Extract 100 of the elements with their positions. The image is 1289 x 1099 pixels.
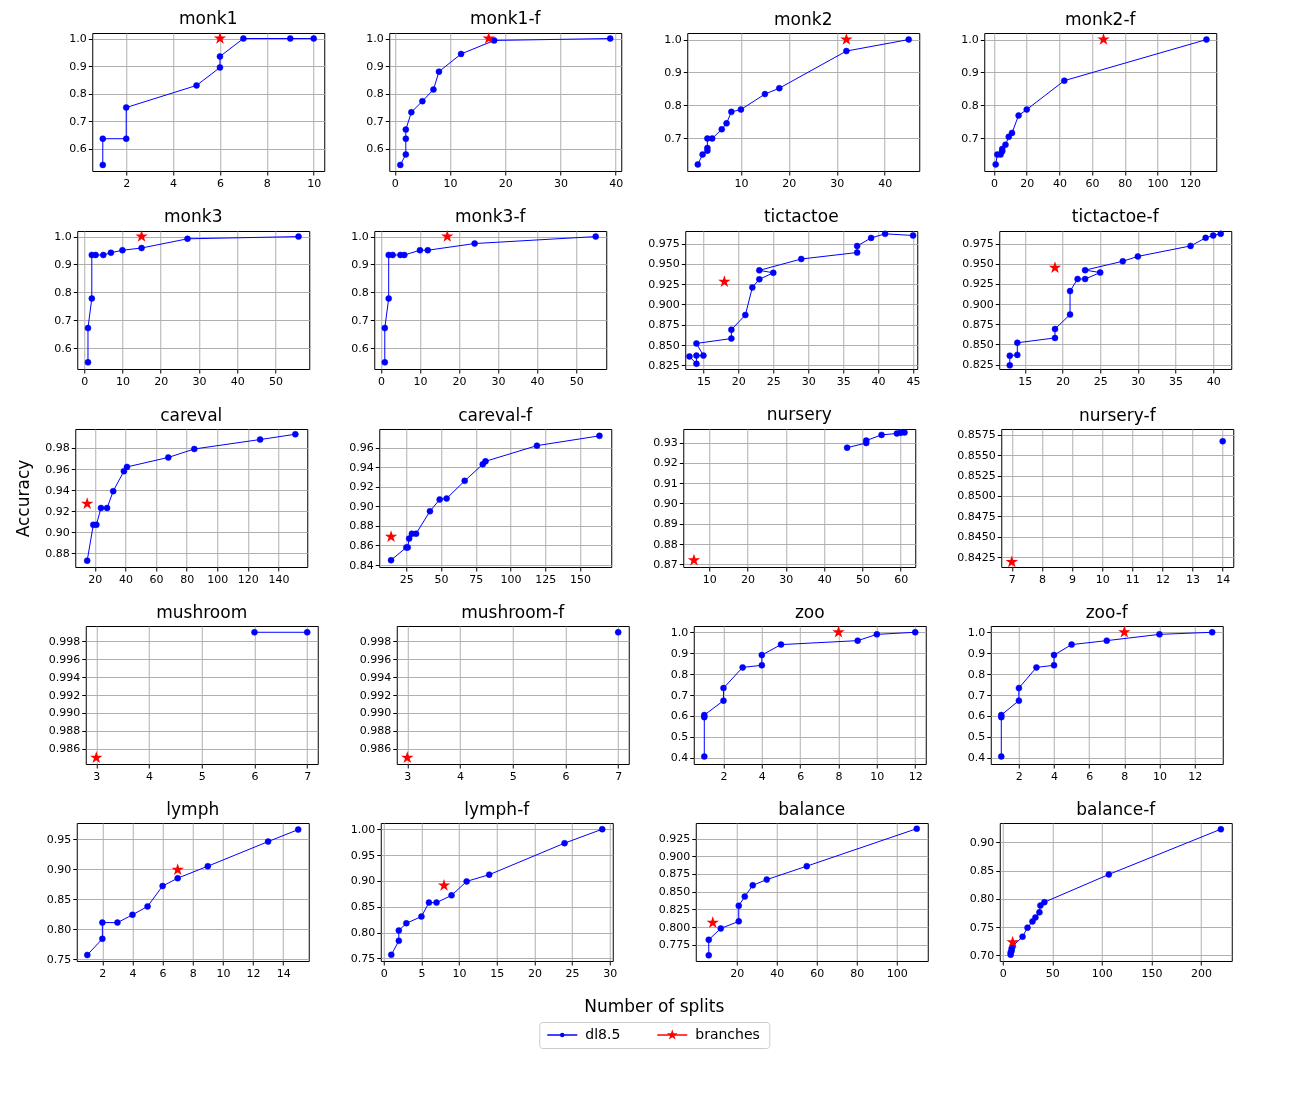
y-tick-label: 0.992 [359, 688, 392, 702]
x-tick-label: 20 [88, 572, 103, 586]
y-tick-label: 0.998 [359, 634, 392, 648]
y-tick-label: 0.85 [350, 900, 376, 914]
x-tick-label: 20 [731, 374, 746, 388]
x-tick-label: 20 [1056, 374, 1071, 388]
chart-title: balance-f [1076, 799, 1157, 819]
y-tick-label: 0.8 [961, 98, 979, 112]
x-tick-label: 11 [1125, 572, 1140, 586]
y-tick-label: 0.8 [664, 98, 682, 112]
y-tick-label: 0.850 [658, 885, 691, 899]
chart-title: lymph [166, 799, 220, 819]
x-tick-label: 5 [509, 769, 517, 783]
x-tick-label: 40 [871, 374, 886, 388]
y-tick-label: 0.8 [351, 285, 369, 299]
y-tick-label: 0.7 [967, 688, 986, 702]
y-tick-label: 0.825 [962, 358, 994, 372]
y-tick-label: 0.9 [664, 65, 682, 79]
y-tick-label: 0.4 [967, 751, 986, 765]
x-tick-label: 40 [609, 176, 624, 190]
y-tick-label: 0.9 [967, 646, 986, 660]
x-tick-label: 30 [779, 572, 794, 586]
x-tick-label: 40 [530, 374, 545, 388]
x-tick-label: 4 [146, 769, 154, 783]
x-tick-label: 0 [380, 966, 388, 980]
y-tick-label: 0.75 [350, 951, 376, 965]
y-tick-label: 0.6 [69, 142, 87, 156]
x-tick-label: 8 [835, 769, 843, 783]
x-tick-label: 125 [535, 572, 557, 586]
x-tick-label: 13 [1186, 572, 1201, 586]
x-tick-label: 10 [413, 374, 428, 388]
x-tick-label: 12 [246, 966, 261, 980]
x-tick-label: 50 [1045, 966, 1060, 980]
y-tick-label: 1.0 [69, 32, 87, 46]
y-tick-label: 0.90 [653, 496, 678, 510]
x-tick-label: 30 [830, 176, 845, 190]
chart-title: mushroom [156, 602, 248, 622]
y-tick-label: 0.900 [962, 297, 994, 311]
y-tick-label: 0.996 [359, 652, 392, 666]
x-tick-label: 6 [216, 176, 224, 190]
y-tick-label: 0.70 [969, 948, 995, 962]
x-tick-label: 45 [906, 374, 921, 388]
chart-title: tictactoe [763, 205, 839, 226]
x-tick-label: 150 [569, 572, 591, 586]
y-tick-label: 0.8 [670, 667, 689, 681]
y-tick-label: 1.0 [366, 32, 384, 46]
x-tick-label: 50 [569, 374, 584, 388]
y-tick-label: 0.85 [46, 892, 72, 906]
y-tick-label: 0.7 [664, 131, 682, 145]
x-tick-label: 20 [730, 966, 745, 980]
y-tick-label: 0.9 [54, 257, 72, 271]
x-tick-label: 4 [129, 966, 137, 980]
chart-title: balance [778, 799, 846, 819]
y-tick-label: 0.990 [48, 706, 81, 720]
y-tick-label: 0.75 [46, 952, 72, 966]
y-tick-label: 0.85 [969, 864, 995, 878]
y-tick-label: 0.90 [45, 525, 70, 539]
y-tick-label: 0.6 [54, 341, 72, 355]
y-tick-label: 0.89 [653, 517, 678, 531]
y-tick-label: 0.950 [962, 257, 994, 271]
y-tick-label: 0.925 [648, 277, 680, 291]
y-tick-label: 0.986 [359, 742, 392, 756]
y-tick-label: 0.986 [48, 742, 81, 756]
x-tick-label: 0 [999, 966, 1007, 980]
y-tick-label: 0.90 [349, 499, 374, 513]
chart-title: tictactoe-f [1071, 205, 1160, 226]
y-tick-label: 0.8475 [957, 509, 996, 523]
y-tick-label: 0.98 [45, 441, 70, 455]
x-tick-label: 60 [149, 572, 164, 586]
y-tick-label: 0.7 [670, 688, 689, 702]
x-tick-label: 4 [170, 176, 178, 190]
y-tick-label: 0.975 [962, 237, 994, 251]
x-tick-label: 200 [1191, 966, 1213, 980]
x-tick-label: 150 [1141, 966, 1163, 980]
x-tick-label: 40 [878, 176, 893, 190]
x-tick-label: 14 [276, 966, 291, 980]
y-axis-title: Accuracy [13, 459, 34, 538]
x-tick-label: 6 [1086, 769, 1094, 783]
x-tick-label: 9 [1069, 572, 1077, 586]
x-tick-label: 2 [123, 176, 131, 190]
y-tick-label: 0.900 [658, 849, 691, 863]
y-tick-label: 0.775 [658, 938, 691, 952]
x-tick-label: 0 [991, 176, 999, 190]
y-tick-label: 0.96 [45, 462, 70, 476]
x-tick-label: 4 [758, 769, 766, 783]
x-tick-label: 10 [216, 966, 231, 980]
x-tick-label: 5 [198, 769, 206, 783]
x-tick-label: 30 [553, 176, 568, 190]
x-tick-label: 25 [766, 374, 781, 388]
chart-title: monk1 [179, 8, 238, 28]
y-tick-label: 0.994 [48, 670, 81, 684]
y-tick-label: 0.9 [961, 65, 979, 79]
x-tick-label: 10 [443, 176, 458, 190]
y-tick-label: 1.0 [967, 625, 986, 639]
chart-title: monk3 [164, 206, 223, 227]
y-tick-label: 1.00 [350, 822, 376, 836]
y-tick-label: 0.4 [670, 751, 689, 765]
y-tick-label: 0.91 [653, 476, 678, 490]
x-tick-label: 50 [434, 572, 449, 586]
y-tick-label: 0.998 [48, 634, 81, 648]
